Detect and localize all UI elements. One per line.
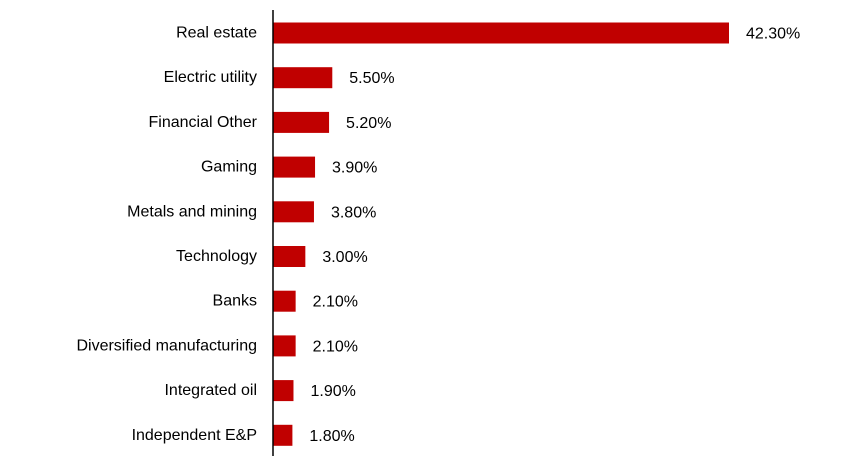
bar-9 <box>273 424 293 446</box>
category-label: Financial Other <box>149 114 258 131</box>
bar-3 <box>273 156 316 178</box>
category-label: Technology <box>176 248 257 265</box>
category-label: Integrated oil <box>164 382 257 399</box>
value-label: 5.50% <box>349 70 394 87</box>
category-label: Independent E&P <box>132 427 257 444</box>
value-label: 3.80% <box>331 204 376 221</box>
bar-4 <box>273 201 314 223</box>
value-labels-group: 42.30% 5.50% 5.20% 3.90% 3.80% 3.00% 2.10% 2.10… <box>309 26 800 445</box>
bar-7 <box>273 335 296 357</box>
bar-6 <box>273 290 296 312</box>
category-label: Banks <box>213 293 257 310</box>
category-label: Metals and mining <box>127 203 257 220</box>
value-label: 3.00% <box>322 249 367 266</box>
category-label: Electric utility <box>164 69 257 86</box>
category-label: Diversified manufacturing <box>76 337 257 354</box>
value-label: 5.20% <box>346 115 391 132</box>
bar-2 <box>273 111 330 133</box>
bar-8 <box>273 380 294 402</box>
category-label: Gaming <box>201 159 257 176</box>
value-label: 3.90% <box>332 160 377 177</box>
value-label: 1.80% <box>309 428 354 445</box>
category-labels-group: Real estate Electric utility Financial Oth… <box>76 25 257 444</box>
value-label: 2.10% <box>313 294 358 311</box>
bar-5 <box>273 246 306 267</box>
value-label: 1.90% <box>310 383 355 400</box>
bar-1 <box>273 67 333 89</box>
value-label: 2.10% <box>313 338 358 355</box>
bar-0 <box>273 22 729 44</box>
value-label: 42.30% <box>746 26 800 43</box>
category-label: Real estate <box>176 25 257 42</box>
bars-group <box>273 22 729 446</box>
